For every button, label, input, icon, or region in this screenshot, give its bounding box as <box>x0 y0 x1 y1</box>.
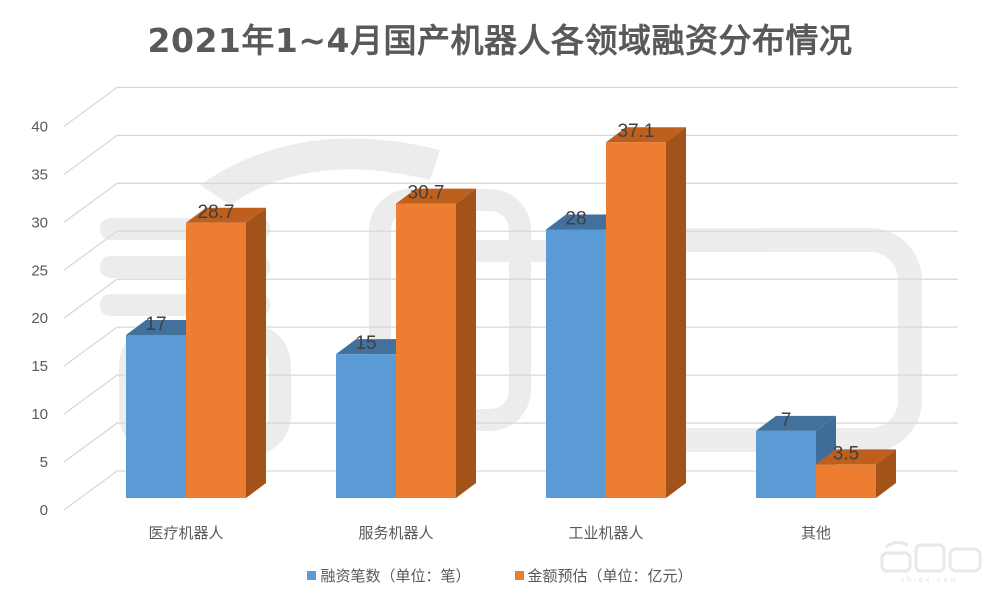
data-label: 28 <box>565 208 586 229</box>
bar-amount-3[interactable] <box>816 449 896 498</box>
data-label: 3.5 <box>833 443 859 464</box>
x-category-label: 医疗机器人 <box>148 524 223 542</box>
watermark-corner-logo: zhidx.com <box>880 540 982 584</box>
watermark-url: zhidx.com <box>901 577 960 584</box>
legend-swatch-orange <box>514 571 524 580</box>
x-category-label: 其他 <box>801 524 831 542</box>
chart-title: 2021年1~4月国产机器人各领域融资分布情况 <box>147 21 853 60</box>
data-label: 28.7 <box>198 202 235 223</box>
legend: 融资笔数（单位：笔） 金额预估（单位：亿元） <box>0 565 1000 586</box>
legend-item-series1[interactable]: 融资笔数（单位：笔） <box>307 565 471 586</box>
x-category-label: 工业机器人 <box>568 524 643 542</box>
bar-series <box>126 127 896 499</box>
gridline <box>63 134 958 175</box>
legend-label-series1: 融资笔数（单位：笔） <box>320 567 471 585</box>
y-tick-label: 10 <box>31 406 48 423</box>
data-label: 30.7 <box>408 183 445 204</box>
data-labels: 17 28.7 15 30.7 28 37.1 7 3.5 <box>145 121 859 464</box>
data-label: 17 <box>145 314 166 335</box>
y-tick-label: 30 <box>31 214 48 231</box>
y-axis-ticks: 0 5 10 15 20 25 30 35 40 <box>31 118 48 519</box>
data-label: 15 <box>355 333 376 354</box>
data-label: 7 <box>781 410 792 431</box>
gridline <box>63 86 958 127</box>
legend-label-series2: 金额预估（单位：亿元） <box>527 567 693 585</box>
bar-amount-0[interactable] <box>186 207 266 498</box>
x-category-label: 服务机器人 <box>358 524 433 542</box>
data-label: 37.1 <box>618 121 655 142</box>
x-axis-categories: 医疗机器人 服务机器人 工业机器人 其他 <box>148 524 831 542</box>
y-tick-label: 35 <box>31 166 48 183</box>
bar-amount-2[interactable] <box>606 127 686 498</box>
y-tick-label: 15 <box>31 358 48 375</box>
y-tick-label: 40 <box>31 118 48 135</box>
y-tick-label: 5 <box>40 454 48 471</box>
y-tick-label: 20 <box>31 310 48 327</box>
bar-count-3[interactable] <box>756 415 836 498</box>
legend-swatch-blue <box>307 571 317 580</box>
bar-amount-1[interactable] <box>396 188 476 498</box>
y-tick-label: 0 <box>40 502 48 519</box>
legend-item-series2[interactable]: 金额预估（单位：亿元） <box>514 565 693 586</box>
y-tick-label: 25 <box>31 262 48 279</box>
